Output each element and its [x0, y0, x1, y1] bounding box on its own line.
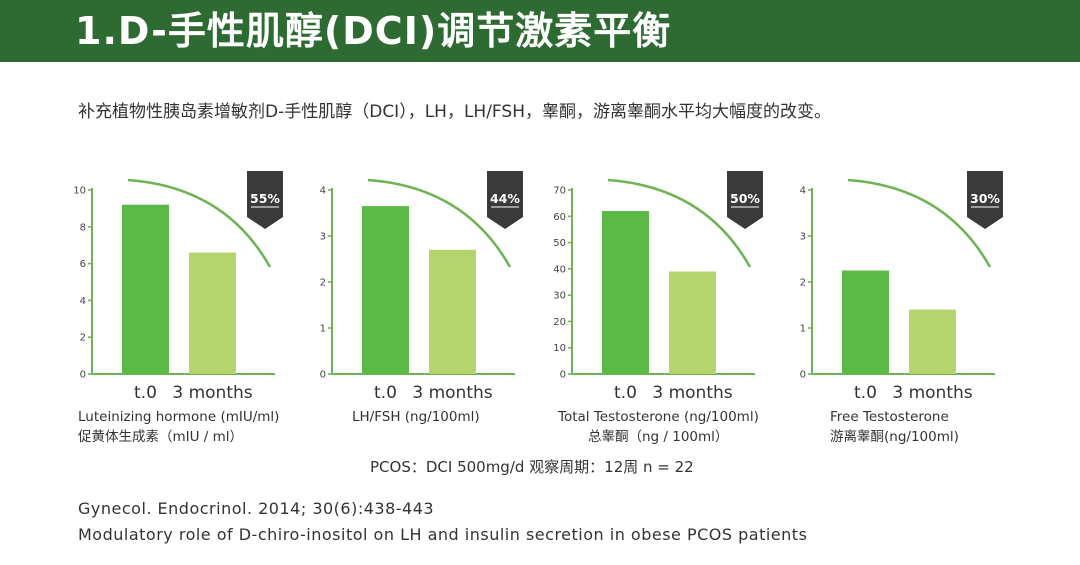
- y-tick-label: 30: [553, 291, 566, 302]
- caption-cn: 游离睾酮(ng/100ml): [830, 429, 959, 445]
- bar-3-months: [669, 271, 716, 374]
- y-tick-label: 10: [553, 343, 566, 354]
- reference-title: Modulatory role of D-chiro-inositol on L…: [78, 525, 808, 544]
- x-tick-label: 3 months: [172, 383, 252, 403]
- caption-en: Luteinizing hormone (mIU/ml): [78, 409, 280, 425]
- reduction-badge-label: 44%: [490, 191, 520, 206]
- caption-total-testosterone: Total Testosterone (ng/100ml) 总睾酮（ng / 1…: [558, 407, 759, 447]
- reduction-badge: [487, 171, 523, 229]
- y-tick-label: 20: [553, 317, 566, 328]
- y-tick-label: 1: [800, 324, 806, 335]
- y-tick-label: 4: [80, 296, 86, 307]
- caption-cn: 促黄体生成素（mIU / ml）: [78, 429, 244, 445]
- caption-free-testosterone: Free Testosterone 游离睾酮(ng/100ml): [830, 407, 959, 447]
- y-tick-label: 10: [73, 186, 86, 197]
- title-banner: 1.D-手性肌醇(DCI)调节激素平衡: [0, 0, 1080, 62]
- y-tick-label: 40: [553, 264, 566, 275]
- chart-panel-lh: 0 2 4 6 8 10 t.0 3 months 55% Luteinizing hormon…: [70, 165, 290, 450]
- page-title: 1.D-手性肌醇(DCI)调节激素平衡: [75, 9, 672, 53]
- reduction-badge: [247, 171, 283, 229]
- chart-total-testosterone: 0 10 20 30 40 50 60 70 t.0 3 months 50%: [553, 171, 763, 403]
- y-tick-label: 4: [800, 186, 806, 197]
- trend-curve: [127, 178, 272, 268]
- y-tick-label: 60: [553, 212, 566, 223]
- study-note: PCOS：DCI 500mg/d 观察周期：12周 n = 22: [370, 458, 694, 476]
- bar-3-months: [909, 309, 956, 374]
- caption-lh-fsh: LH/FSH (ng/100ml): [352, 407, 480, 427]
- bar-3-months: [189, 252, 236, 374]
- chart-panel-lh-fsh: 0 1 2 3 4 t.0 3 months 44% LH/FSH (ng/100ml): [310, 165, 530, 450]
- page-subtitle: 补充植物性胰岛素增敏剂D-手性肌醇（DCI），LH，LH/FSH，睾酮，游离睾酮…: [78, 102, 831, 122]
- y-tick-label: 50: [553, 238, 566, 249]
- y-tick-label: 2: [320, 278, 326, 289]
- y-tick-label: 0: [320, 370, 326, 381]
- y-tick-label: 1: [320, 324, 326, 335]
- reference-journal: Gynecol. Endocrinol. 2014; 30(6):438-443: [78, 499, 435, 518]
- bar-t0: [122, 204, 169, 374]
- y-tick-label: 0: [800, 370, 806, 381]
- x-tick-label: 3 months: [412, 383, 492, 403]
- bar-t0: [602, 211, 649, 374]
- y-tick-label: 4: [320, 186, 326, 197]
- chart-panel-total-testosterone: 0 10 20 30 40 50 60 70 t.0 3 months 50% Total Test…: [550, 165, 770, 450]
- caption-en: Total Testosterone (ng/100ml): [558, 409, 759, 425]
- reduction-badge-label: 50%: [730, 191, 760, 206]
- y-tick-label: 0: [560, 370, 566, 381]
- reduction-badge-label: 55%: [250, 191, 280, 206]
- caption-en: LH/FSH (ng/100ml): [352, 409, 480, 425]
- x-tick-label: t.0: [134, 383, 157, 403]
- x-tick-label: t.0: [374, 383, 397, 403]
- x-tick-label: 3 months: [892, 383, 972, 403]
- x-tick-label: 3 months: [652, 383, 732, 403]
- bar-t0: [362, 206, 409, 374]
- reduction-badge: [727, 171, 763, 229]
- bar-t0: [842, 270, 889, 374]
- y-tick-label: 3: [800, 232, 806, 243]
- x-tick-label: t.0: [614, 383, 637, 403]
- chart-lh: 0 2 4 6 8 10 t.0 3 months 55%: [73, 171, 283, 403]
- chart-free-testosterone: 0 1 2 3 4 t.0 3 months 30%: [800, 171, 1003, 403]
- y-tick-label: 3: [320, 232, 326, 243]
- y-tick-label: 70: [553, 186, 566, 197]
- trend-curve: [607, 178, 752, 268]
- y-tick-label: 2: [800, 278, 806, 289]
- caption-cn: 总睾酮（ng / 100ml）: [588, 429, 729, 445]
- y-tick-label: 6: [80, 259, 86, 270]
- y-tick-label: 0: [80, 370, 86, 381]
- trend-curve: [847, 178, 992, 268]
- y-tick-label: 2: [80, 333, 86, 344]
- caption-lh: Luteinizing hormone (mIU/ml) 促黄体生成素（mIU …: [78, 407, 279, 447]
- chart-panel-free-testosterone: 0 1 2 3 4 t.0 3 months 30% Free Testosterone 游离…: [790, 165, 1010, 450]
- chart-lh-fsh: 0 1 2 3 4 t.0 3 months 44%: [320, 171, 523, 403]
- trend-curve: [367, 178, 512, 268]
- reduction-badge-label: 30%: [970, 191, 1000, 206]
- x-tick-label: t.0: [854, 383, 877, 403]
- reduction-badge: [967, 171, 1003, 229]
- bar-3-months: [429, 249, 476, 374]
- y-tick-label: 8: [80, 222, 86, 233]
- caption-en: Free Testosterone: [830, 409, 949, 425]
